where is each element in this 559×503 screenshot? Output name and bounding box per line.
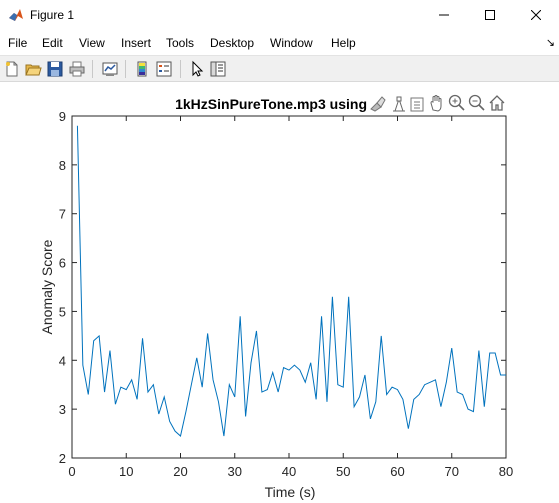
y-tick-label: 4: [59, 353, 66, 368]
new-figure-icon[interactable]: [3, 60, 21, 78]
insert-legend-icon[interactable]: [155, 60, 173, 78]
pan-icon[interactable]: [430, 95, 442, 112]
x-tick-label: 10: [119, 464, 133, 479]
menu-tools[interactable]: Tools: [166, 36, 195, 50]
rotate-icon[interactable]: [410, 97, 424, 112]
zoom-out-icon[interactable]: [468, 94, 485, 111]
figure-toolbar: [0, 55, 559, 82]
maximize-button[interactable]: [467, 0, 513, 30]
title-bar: Figure 1: [0, 0, 559, 30]
x-tick-label: 0: [68, 464, 75, 479]
x-tick-label: 60: [390, 464, 404, 479]
close-icon: [531, 10, 541, 20]
x-tick-label: 20: [173, 464, 187, 479]
menu-desktop[interactable]: Desktop: [210, 36, 255, 50]
axes-toolbar: [370, 94, 505, 112]
toolbar-separator: [180, 60, 181, 78]
brush-icon[interactable]: [370, 96, 386, 112]
menu-insert[interactable]: Insert: [121, 36, 152, 50]
close-button[interactable]: [513, 0, 559, 30]
plot-svg[interactable]: 0 10 20 30 40 50 60 70 80 2 3 4 5 6 7 8 9 1kHzSinPureTon…: [0, 82, 559, 503]
plot-area[interactable]: [71, 115, 507, 459]
open-file-icon[interactable]: [24, 60, 42, 78]
insert-colorbar-icon[interactable]: [133, 60, 151, 78]
link-plot-icon[interactable]: [101, 60, 119, 78]
dock-arrow-icon[interactable]: ↘: [545, 37, 555, 49]
menu-file[interactable]: File: [8, 36, 28, 50]
y-tick-label: 2: [59, 451, 66, 466]
maximize-icon: [485, 10, 495, 20]
menu-window[interactable]: Window: [270, 36, 313, 50]
chart-title: 1kHzSinPureTone.mp3 using: [175, 96, 367, 112]
data-tips-icon[interactable]: [393, 96, 405, 112]
figure-canvas: 0 10 20 30 40 50 60 70 80 2 3 4 5 6 7 8 9 1kHzSinPureTon…: [0, 82, 559, 503]
y-axis-label: Anomaly Score: [39, 239, 55, 334]
property-editor-icon[interactable]: [209, 60, 227, 78]
toolbar-separator: [92, 60, 93, 78]
toolbar-separator: [125, 60, 126, 78]
y-tick-label: 6: [59, 256, 66, 271]
anomaly-score-series-line: [76, 125, 506, 437]
y-tick-label: 5: [59, 304, 66, 319]
matlab-icon: [9, 9, 23, 21]
minimize-button[interactable]: [421, 0, 467, 30]
menu-edit[interactable]: Edit: [42, 36, 63, 50]
y-tick-label: 9: [59, 109, 66, 124]
home-icon[interactable]: [489, 95, 505, 111]
window-title: Figure 1: [30, 8, 75, 22]
y-tick-label: 3: [59, 402, 66, 417]
x-axis-label: Time (s): [265, 484, 316, 500]
x-tick-label: 30: [228, 464, 242, 479]
menu-bar: File Edit View Insert Tools Desktop Wind…: [0, 30, 559, 55]
minimize-icon: [439, 14, 449, 16]
y-tick-label: 8: [59, 158, 66, 173]
menu-help[interactable]: Help: [331, 36, 356, 50]
x-tick-label: 40: [282, 464, 296, 479]
y-tick-label: 7: [59, 207, 66, 222]
print-icon[interactable]: [68, 60, 86, 78]
x-tick-label: 70: [445, 464, 459, 479]
save-icon[interactable]: [46, 60, 64, 78]
x-tick-label: 50: [336, 464, 350, 479]
select-pointer-icon[interactable]: [188, 60, 206, 78]
zoom-in-icon[interactable]: [448, 94, 465, 111]
x-tick-label: 80: [499, 464, 513, 479]
menu-view[interactable]: View: [79, 36, 105, 50]
